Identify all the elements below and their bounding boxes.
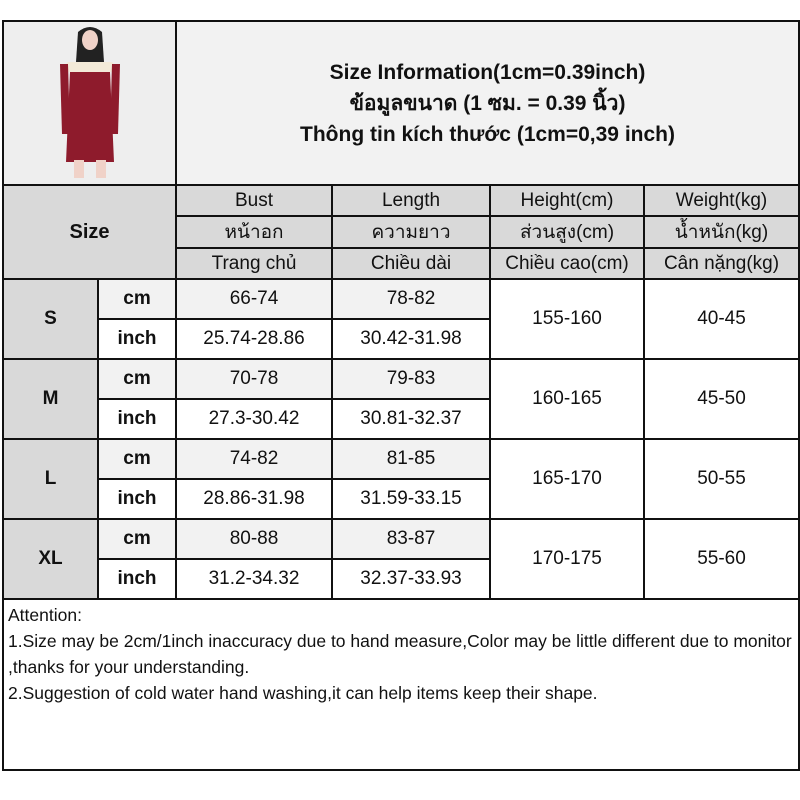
- col-weight-en: Weight(kg): [642, 184, 800, 217]
- attention-line: 2.Suggestion of cold water hand washing,…: [8, 683, 598, 703]
- length-cm: 79-83: [331, 358, 491, 400]
- col-weight-th: น้ำหนัก(kg): [642, 215, 800, 249]
- col-bust-vi: Trang chủ: [175, 247, 333, 280]
- col-height-en: Height(cm): [489, 184, 645, 217]
- weight-range: 40-45: [642, 278, 800, 360]
- col-bust-en: Bust: [175, 184, 333, 217]
- col-length-vi: Chiều dài: [331, 247, 491, 280]
- length-inch: 32.37-33.93: [331, 558, 491, 600]
- title-cell: Size Information(1cm=0.39inch) ข้อมูลขนา…: [174, 20, 800, 186]
- unit-cm: cm: [97, 358, 177, 400]
- unit-inch: inch: [97, 318, 177, 360]
- bust-inch: 28.86-31.98: [175, 478, 333, 520]
- col-height-th: ส่วนสูง(cm): [489, 215, 645, 249]
- bust-inch: 31.2-34.32: [175, 558, 333, 600]
- product-photo: [2, 20, 177, 186]
- attention-line: 1.Size may be 2cm/1inch inaccuracy due t…: [8, 631, 792, 677]
- bust-cm: 66-74: [175, 278, 333, 320]
- height-range: 170-175: [489, 518, 645, 600]
- length-cm: 81-85: [331, 438, 491, 480]
- unit-inch: inch: [97, 398, 177, 440]
- height-range: 160-165: [489, 358, 645, 440]
- length-cm: 83-87: [331, 518, 491, 560]
- col-length-th: ความยาว: [331, 215, 491, 249]
- col-bust-th: หน้าอก: [175, 215, 333, 249]
- unit-cm: cm: [97, 438, 177, 480]
- size-header: Size: [2, 184, 177, 280]
- col-length-en: Length: [331, 184, 491, 217]
- attention-notes: Attention: 1.Size may be 2cm/1inch inacc…: [1, 598, 800, 771]
- bust-inch: 25.74-28.86: [175, 318, 333, 360]
- height-range: 155-160: [489, 278, 645, 360]
- unit-inch: inch: [97, 558, 177, 600]
- size-label: XL: [2, 518, 99, 600]
- col-height-vi: Chiều cao(cm): [489, 247, 645, 280]
- length-inch: 30.81-32.37: [331, 398, 491, 440]
- weight-range: 45-50: [642, 358, 800, 440]
- attention-heading: Attention:: [8, 605, 82, 625]
- bust-cm: 74-82: [175, 438, 333, 480]
- bust-inch: 27.3-30.42: [175, 398, 333, 440]
- height-range: 165-170: [489, 438, 645, 520]
- title-th: ข้อมูลขนาด (1 ซม. = 0.39 นิ้ว): [349, 91, 626, 115]
- unit-inch: inch: [97, 478, 177, 520]
- col-weight-vi: Cân nặng(kg): [642, 247, 800, 280]
- size-label: S: [2, 278, 99, 360]
- size-chart-table: Size Information(1cm=0.39inch) ข้อมูลขนา…: [1, 20, 800, 771]
- bust-cm: 80-88: [175, 518, 333, 560]
- size-label: L: [2, 438, 99, 520]
- dress-model-image: [59, 27, 120, 178]
- unit-cm: cm: [97, 518, 177, 560]
- length-cm: 78-82: [331, 278, 491, 320]
- size-label: M: [2, 358, 99, 440]
- length-inch: 31.59-33.15: [331, 478, 491, 520]
- length-inch: 30.42-31.98: [331, 318, 491, 360]
- title-en: Size Information(1cm=0.39inch): [329, 60, 646, 84]
- title-vi: Thông tin kích thước (1cm=0,39 inch): [300, 122, 675, 146]
- weight-range: 55-60: [642, 518, 800, 600]
- bust-cm: 70-78: [175, 358, 333, 400]
- unit-cm: cm: [97, 278, 177, 320]
- weight-range: 50-55: [642, 438, 800, 520]
